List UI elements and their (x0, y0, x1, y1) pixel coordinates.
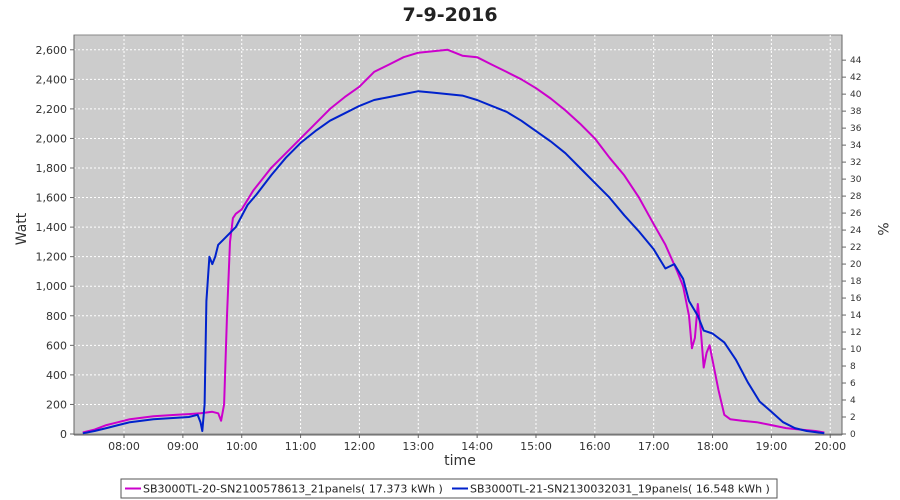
y2-tick-label: 14 (850, 311, 862, 321)
y2-tick-label: 2 (850, 413, 856, 423)
y2-tick-label: 20 (850, 260, 862, 270)
y-tick-label: 2,600 (36, 44, 68, 57)
y2-tick-label: 24 (850, 226, 862, 236)
y-tick-label: 2,400 (36, 73, 68, 86)
y-tick-label: 2,000 (36, 132, 68, 145)
legend-label-series-2: SB3000TL-21-SN2130032031_19panels( 16.54… (470, 483, 770, 496)
y-tick-label: 1,600 (36, 192, 68, 205)
x-tick-label: 14:00 (461, 440, 493, 453)
y2-tick-label: 0 (850, 430, 856, 440)
x-tick-label: 10:00 (226, 440, 258, 453)
x-tick-label: 18:00 (697, 440, 729, 453)
y-tick-label: 200 (46, 398, 67, 411)
x-tick-label: 13:00 (402, 440, 434, 453)
y-tick-label: 800 (46, 310, 67, 323)
y2-axis-label: % (874, 222, 890, 235)
y-tick-label: 1,400 (36, 221, 68, 234)
y2-tick-label: 44 (850, 56, 862, 66)
y2-tick-label: 42 (850, 73, 861, 83)
y2-tick-label: 8 (850, 362, 856, 372)
x-tick-label: 12:00 (344, 440, 376, 453)
y2-tick-label: 26 (850, 209, 862, 219)
legend: SB3000TL-20-SN2100578613_21panels( 17.37… (120, 478, 778, 499)
y-tick-label: 1,800 (36, 162, 68, 175)
y2-tick-label: 30 (850, 175, 862, 185)
y2-tick-label: 34 (850, 141, 862, 151)
x-tick-label: 17:00 (638, 440, 670, 453)
series-group (82, 48, 825, 435)
x-tick-label: 11:00 (285, 440, 317, 453)
x-tick-label: 09:00 (167, 440, 199, 453)
x-axis: 08:00 09:00 10:00 11:00 12:00 13:00 14:00 15:00… (74, 434, 846, 453)
y2-tick-label: 4 (850, 396, 856, 406)
series-line-2 (82, 90, 825, 435)
chart-title: 7-9-2016 (402, 4, 497, 26)
y-tick-label: 1,200 (36, 251, 68, 264)
y2-tick-label: 40 (850, 90, 862, 100)
y2-tick-label: 22 (850, 243, 861, 253)
legend-label-series-1: SB3000TL-20-SN2100578613_21panels( 17.37… (143, 483, 443, 496)
grid (74, 35, 842, 434)
y2-tick-label: 38 (850, 107, 862, 117)
y2-tick-label: 6 (850, 379, 856, 389)
x-tick-label: 08:00 (108, 440, 140, 453)
x-tick-label: 15:00 (520, 440, 552, 453)
y-tick-label: 2,200 (36, 103, 68, 116)
y-tick-label: 600 (46, 339, 67, 352)
y2-tick-label: 16 (850, 294, 862, 304)
y-tick-label: 0 (60, 428, 67, 441)
y-axis-right: 0246810121416182022242628303234363840424… (841, 35, 862, 440)
y-axis-label: Watt (14, 212, 30, 245)
y-tick-label: 400 (46, 369, 67, 382)
legend-box (120, 478, 778, 499)
x-tick-label: 20:00 (814, 440, 846, 453)
y2-tick-label: 32 (850, 158, 861, 168)
y2-tick-label: 28 (850, 192, 862, 202)
y-tick-label: 1,000 (36, 280, 68, 293)
y-axis-left: 0 200 400 600 800 1,000 1,200 1,400 1,600 1,800 2,… (36, 35, 75, 441)
x-tick-label: 19:00 (756, 440, 788, 453)
x-axis-label: time (444, 453, 476, 469)
y2-tick-label: 18 (850, 277, 862, 287)
series-line-1 (82, 48, 825, 434)
y2-tick-label: 10 (850, 345, 862, 355)
y2-tick-label: 12 (850, 328, 861, 338)
x-tick-label: 16:00 (579, 440, 611, 453)
y2-tick-label: 36 (850, 124, 862, 134)
